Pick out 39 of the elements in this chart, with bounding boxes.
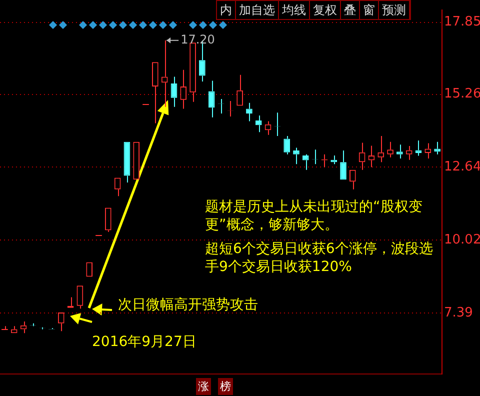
annotation: 2016年9月27日	[92, 333, 198, 351]
candlestick	[406, 146, 412, 160]
candlestick	[114, 178, 121, 197]
candlestick	[76, 286, 84, 310]
candlestick	[180, 69, 187, 110]
annotation: 题材是历史上从未出现过的“股权变更”概念，够新够大。	[205, 198, 424, 234]
text: 榜	[218, 378, 233, 395]
candlestick	[1, 326, 8, 330]
candlestick	[415, 140, 422, 156]
annotation: 加自选	[236, 1, 279, 19]
candlestick	[170, 76, 178, 108]
y-tick-label: 7.39	[444, 305, 473, 320]
y-tick-label: 17.85	[444, 14, 480, 30]
y-tick-label: 10.02	[444, 232, 480, 248]
candlestick	[236, 74, 243, 106]
annotation: 内	[217, 1, 236, 19]
candlestick	[10, 326, 18, 334]
text: 涨	[196, 378, 211, 395]
candlestick	[255, 114, 262, 133]
annotation: 预测	[379, 1, 410, 19]
candlestick	[124, 142, 130, 183]
candlestick	[246, 102, 252, 122]
annotation: 超短6个交易日收获6个涨停，波段选手9个交易日收获120%	[205, 240, 434, 276]
candlestick	[58, 312, 64, 332]
y-tick-label: 15.26	[444, 86, 480, 102]
annotation: 叠	[341, 1, 360, 19]
candlestick	[293, 147, 300, 165]
annotation: 窗	[360, 1, 379, 19]
candlestick	[396, 144, 403, 160]
candlestick	[349, 170, 356, 190]
candlestick	[302, 154, 309, 170]
candlestick	[340, 150, 346, 180]
candlestick	[208, 80, 215, 118]
annotation: 复权	[310, 1, 341, 19]
annotation: 均线	[279, 1, 310, 19]
candlestick	[284, 136, 290, 155]
annotation: 17.20	[180, 32, 215, 47]
candlestick	[152, 62, 158, 124]
annotation: 次日微幅高开强势攻击	[118, 296, 259, 314]
